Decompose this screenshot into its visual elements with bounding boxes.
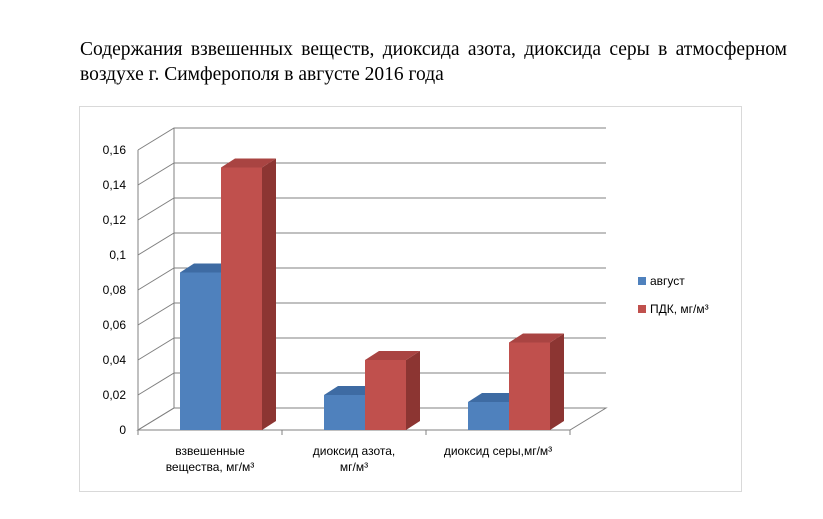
bar-front bbox=[365, 360, 406, 430]
y-tick-label: 0,08 bbox=[103, 283, 127, 297]
y-tick-label: 0,14 bbox=[103, 178, 127, 192]
legend: август ПДК, мг/м³ bbox=[638, 274, 709, 316]
bar-front bbox=[324, 395, 365, 430]
legend-label: август bbox=[650, 274, 685, 288]
bar-front bbox=[509, 342, 550, 430]
gridline bbox=[137, 197, 606, 221]
bar-front bbox=[180, 272, 221, 430]
bars bbox=[180, 158, 564, 430]
bar-side bbox=[406, 351, 420, 430]
legend-swatch bbox=[638, 277, 646, 285]
y-tick-label: 0,12 bbox=[103, 213, 127, 227]
gridline bbox=[137, 302, 606, 326]
gridline bbox=[137, 232, 606, 256]
y-tick-label: 0 bbox=[119, 423, 126, 437]
gridline bbox=[137, 337, 606, 361]
bar-top bbox=[365, 351, 420, 360]
bar-pdk-1 bbox=[365, 351, 420, 430]
chart-title: Содержания взвешенных веществ, диоксида … bbox=[80, 39, 787, 85]
bar-side bbox=[262, 158, 276, 430]
bar-pdk-2 bbox=[509, 333, 564, 430]
legend-label: ПДК, мг/м³ bbox=[650, 302, 709, 316]
x-tick-label: мг/м³ bbox=[340, 460, 368, 474]
y-tick-label: 0,04 bbox=[103, 353, 127, 367]
bar-top bbox=[509, 333, 564, 343]
y-tick-label: 0,1 bbox=[109, 248, 126, 262]
y-tick-label: 0,16 bbox=[103, 143, 127, 157]
x-tick-label: взвешенные bbox=[175, 444, 245, 458]
y-tick-label: 0,06 bbox=[103, 318, 127, 332]
x-axis-ticks: взвешенные вещества, мг/м³ диоксид азота, м… bbox=[137, 430, 571, 474]
bar-side bbox=[550, 333, 564, 430]
gridline bbox=[137, 162, 606, 186]
bar-front bbox=[221, 167, 262, 430]
bar-front bbox=[468, 402, 509, 430]
y-tick-label: 0,02 bbox=[103, 388, 127, 402]
x-tick-label: диоксид серы,мг/м³ bbox=[444, 444, 552, 458]
gridline bbox=[137, 372, 606, 396]
gridline bbox=[137, 127, 606, 151]
x-tick-label: диоксид азота, bbox=[313, 444, 396, 458]
legend-swatch bbox=[638, 305, 646, 313]
x-tick-label: вещества, мг/м³ bbox=[166, 460, 255, 474]
y-axis-ticks: 0 0,02 0,04 0,06 0,08 0,1 0,12 0,14 0,16 bbox=[103, 143, 127, 437]
bar-top bbox=[221, 158, 276, 168]
gridline bbox=[137, 407, 606, 431]
gridlines bbox=[137, 127, 606, 431]
bar-pdk-0 bbox=[221, 158, 276, 430]
gridline bbox=[137, 267, 606, 291]
